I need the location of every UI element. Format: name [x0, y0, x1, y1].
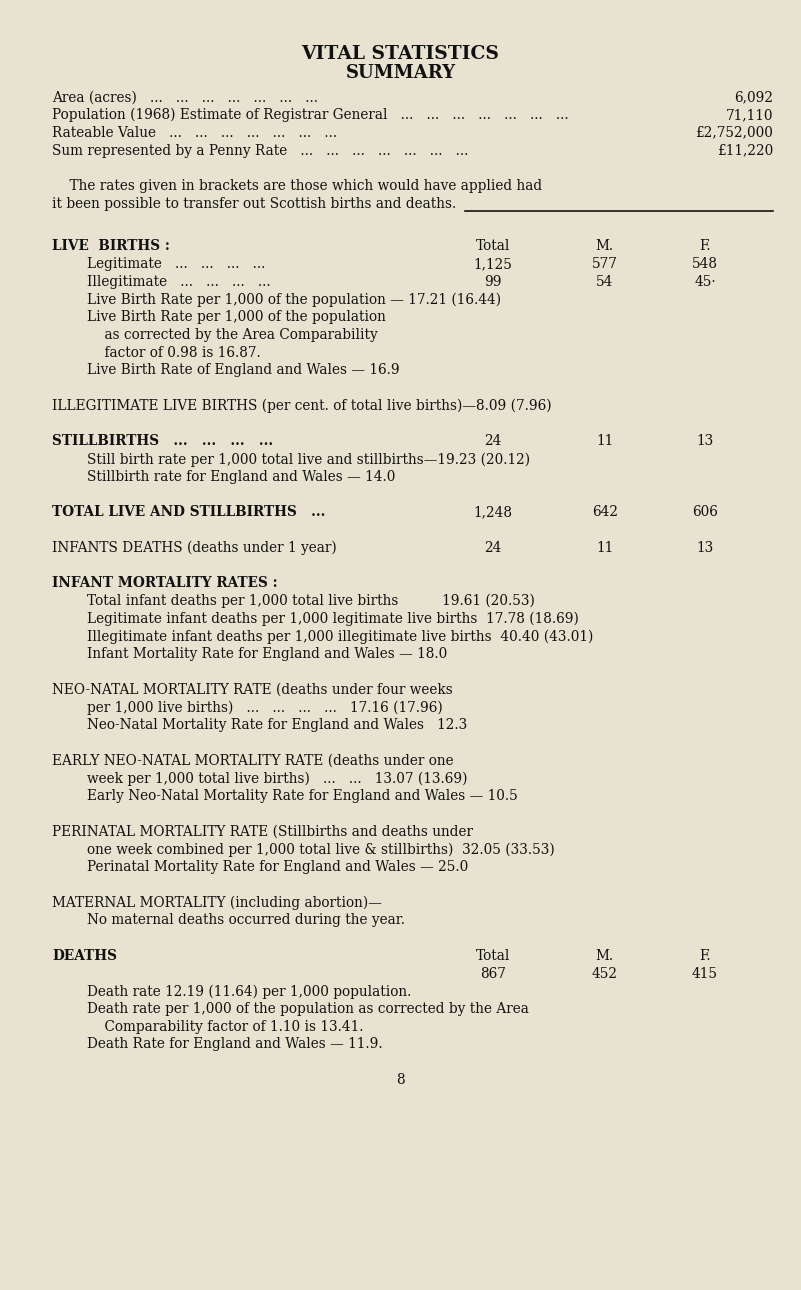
Text: Live Birth Rate per 1,000 of the population: Live Birth Rate per 1,000 of the populat… — [52, 311, 386, 324]
Text: 1,125: 1,125 — [473, 257, 512, 271]
Text: The rates given in brackets are those which would have applied had: The rates given in brackets are those wh… — [52, 179, 542, 193]
Text: 71,110: 71,110 — [726, 108, 773, 123]
Text: Population (1968) Estimate of Registrar General   ...   ...   ...   ...   ...   : Population (1968) Estimate of Registrar … — [52, 108, 569, 123]
Text: TOTAL LIVE AND STILLBIRTHS   ...: TOTAL LIVE AND STILLBIRTHS ... — [52, 506, 325, 520]
Text: 415: 415 — [692, 966, 718, 980]
Text: F.: F. — [699, 949, 710, 962]
Text: 11: 11 — [596, 435, 614, 449]
Text: 54: 54 — [596, 275, 614, 289]
Text: Legitimate infant deaths per 1,000 legitimate live births  17.78 (18.69): Legitimate infant deaths per 1,000 legit… — [52, 611, 579, 626]
Text: EARLY NEO-NATAL MORTALITY RATE (deaths under one: EARLY NEO-NATAL MORTALITY RATE (deaths u… — [52, 753, 453, 768]
Text: DEATHS: DEATHS — [52, 949, 117, 962]
Text: 548: 548 — [692, 257, 718, 271]
Text: M.: M. — [596, 949, 614, 962]
Text: 13: 13 — [696, 541, 714, 555]
Text: Death rate per 1,000 of the population as corrected by the Area: Death rate per 1,000 of the population a… — [52, 1002, 529, 1017]
Text: 45·: 45· — [694, 275, 715, 289]
Text: Comparability factor of 1.10 is 13.41.: Comparability factor of 1.10 is 13.41. — [52, 1020, 364, 1033]
Text: INFANT MORTALITY RATES :: INFANT MORTALITY RATES : — [52, 577, 278, 591]
Text: Death Rate for England and Wales — 11.9.: Death Rate for England and Wales — 11.9. — [52, 1037, 383, 1051]
Text: 1,248: 1,248 — [473, 506, 512, 520]
Text: £2,752,000: £2,752,000 — [695, 126, 773, 139]
Text: £11,220: £11,220 — [717, 143, 773, 157]
Text: Legitimate   ...   ...   ...   ...: Legitimate ... ... ... ... — [52, 257, 265, 271]
Text: Illegitimate   ...   ...   ...   ...: Illegitimate ... ... ... ... — [52, 275, 271, 289]
Text: per 1,000 live births)   ...   ...   ...   ...   17.16 (17.96): per 1,000 live births) ... ... ... ... 1… — [52, 700, 443, 715]
Text: F.: F. — [699, 240, 710, 253]
Text: Illegitimate infant deaths per 1,000 illegitimate live births  40.40 (43.01): Illegitimate infant deaths per 1,000 ill… — [52, 630, 594, 644]
Text: Total infant deaths per 1,000 total live births          19.61 (20.53): Total infant deaths per 1,000 total live… — [52, 595, 535, 609]
Text: PERINATAL MORTALITY RATE (Stillbirths and deaths under: PERINATAL MORTALITY RATE (Stillbirths an… — [52, 824, 473, 839]
Text: 867: 867 — [480, 966, 505, 980]
Text: Stillbirth rate for England and Wales — 14.0: Stillbirth rate for England and Wales — … — [52, 470, 396, 484]
Text: Perinatal Mortality Rate for England and Wales — 25.0: Perinatal Mortality Rate for England and… — [52, 860, 469, 875]
Text: Neo-Natal Mortality Rate for England and Wales   12.3: Neo-Natal Mortality Rate for England and… — [52, 719, 467, 733]
Text: 642: 642 — [592, 506, 618, 520]
Text: VITAL STATISTICS: VITAL STATISTICS — [301, 45, 500, 63]
Text: 8: 8 — [396, 1073, 405, 1087]
Text: Sum represented by a Penny Rate   ...   ...   ...   ...   ...   ...   ...: Sum represented by a Penny Rate ... ... … — [52, 143, 469, 157]
Text: 24: 24 — [484, 435, 501, 449]
Text: 11: 11 — [596, 541, 614, 555]
Text: one week combined per 1,000 total live & stillbirths)  32.05 (33.53): one week combined per 1,000 total live &… — [52, 842, 555, 857]
Text: M.: M. — [596, 240, 614, 253]
Text: No maternal deaths occurred during the year.: No maternal deaths occurred during the y… — [52, 913, 405, 928]
Text: Still birth rate per 1,000 total live and stillbirths—19.23 (20.12): Still birth rate per 1,000 total live an… — [52, 453, 530, 467]
Text: 13: 13 — [696, 435, 714, 449]
Text: SUMMARY: SUMMARY — [345, 64, 456, 83]
Text: factor of 0.98 is 16.87.: factor of 0.98 is 16.87. — [52, 346, 261, 360]
Text: LIVE  BIRTHS :: LIVE BIRTHS : — [52, 240, 170, 253]
Text: 6,092: 6,092 — [734, 90, 773, 104]
Text: Total: Total — [476, 240, 509, 253]
Text: Death rate 12.19 (11.64) per 1,000 population.: Death rate 12.19 (11.64) per 1,000 popul… — [52, 984, 412, 998]
Text: NEO-NATAL MORTALITY RATE (deaths under four weeks: NEO-NATAL MORTALITY RATE (deaths under f… — [52, 682, 453, 697]
Text: 606: 606 — [692, 506, 718, 520]
Text: Early Neo-Natal Mortality Rate for England and Wales — 10.5: Early Neo-Natal Mortality Rate for Engla… — [52, 789, 517, 804]
Text: 577: 577 — [592, 257, 618, 271]
Text: ILLEGITIMATE LIVE BIRTHS (per cent. of total live births)—8.09 (7.96): ILLEGITIMATE LIVE BIRTHS (per cent. of t… — [52, 399, 552, 413]
Text: Area (acres)   ...   ...   ...   ...   ...   ...   ...: Area (acres) ... ... ... ... ... ... ... — [52, 90, 318, 104]
Text: 452: 452 — [592, 966, 618, 980]
Text: Live Birth Rate of England and Wales — 16.9: Live Birth Rate of England and Wales — 1… — [52, 364, 400, 378]
Text: STILLBIRTHS   ...   ...   ...   ...: STILLBIRTHS ... ... ... ... — [52, 435, 273, 449]
Text: Total: Total — [476, 949, 509, 962]
Text: INFANTS DEATHS (deaths under 1 year): INFANTS DEATHS (deaths under 1 year) — [52, 541, 336, 555]
Text: 99: 99 — [484, 275, 501, 289]
Text: 24: 24 — [484, 541, 501, 555]
Text: Live Birth Rate per 1,000 of the population — 17.21 (16.44): Live Birth Rate per 1,000 of the populat… — [52, 293, 501, 307]
Text: Infant Mortality Rate for England and Wales — 18.0: Infant Mortality Rate for England and Wa… — [52, 648, 447, 662]
Text: MATERNAL MORTALITY (including abortion)—: MATERNAL MORTALITY (including abortion)— — [52, 895, 382, 909]
Text: it been possible to transfer out Scottish births and deaths.: it been possible to transfer out Scottis… — [52, 197, 457, 210]
Text: Rateable Value   ...   ...   ...   ...   ...   ...   ...: Rateable Value ... ... ... ... ... ... .… — [52, 126, 337, 139]
Text: week per 1,000 total live births)   ...   ...   13.07 (13.69): week per 1,000 total live births) ... ..… — [52, 771, 468, 786]
Text: as corrected by the Area Comparability: as corrected by the Area Comparability — [52, 328, 378, 342]
